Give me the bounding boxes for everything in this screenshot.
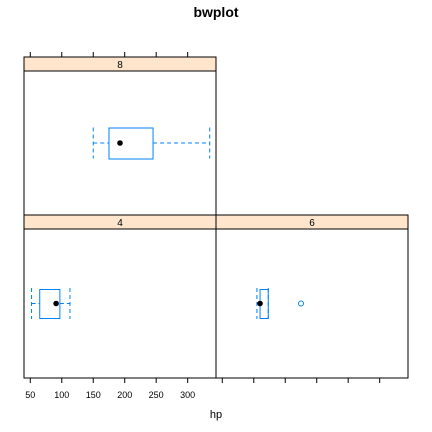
strip-label-8: 8 <box>117 60 123 71</box>
chart-title: bwplot <box>193 4 238 20</box>
box-8 <box>108 127 154 160</box>
median-dot-4 <box>53 300 59 307</box>
x-axis-label: hp <box>210 409 222 421</box>
tick-label-250: 250 <box>149 390 164 400</box>
strip-label-6: 6 <box>309 218 315 229</box>
axis-ticks <box>29 52 381 383</box>
tick-label-100: 100 <box>54 390 69 400</box>
median-dot-6 <box>257 300 263 307</box>
tick-label-150: 150 <box>86 390 101 400</box>
plot-area-6 <box>215 228 409 379</box>
boxplot-4 <box>31 288 71 319</box>
box-4 <box>39 289 61 319</box>
plot-area-4 <box>23 228 217 379</box>
tick-label-200: 200 <box>117 390 132 400</box>
outlier-6-0 <box>297 300 304 307</box>
panel-6: 6 <box>215 214 409 379</box>
panel-8: 8 <box>23 56 217 216</box>
x-axis-tick-labels: 50 100 150 200 250 300 <box>25 390 195 400</box>
median-dot-8 <box>117 140 123 146</box>
panel-4: 4 <box>23 214 217 379</box>
tick-label-300: 300 <box>180 390 195 400</box>
boxplot-8 <box>92 127 211 160</box>
boxplot-6 <box>256 288 304 319</box>
strip-label-4: 4 <box>117 218 123 229</box>
tick-label-50: 50 <box>25 390 35 400</box>
